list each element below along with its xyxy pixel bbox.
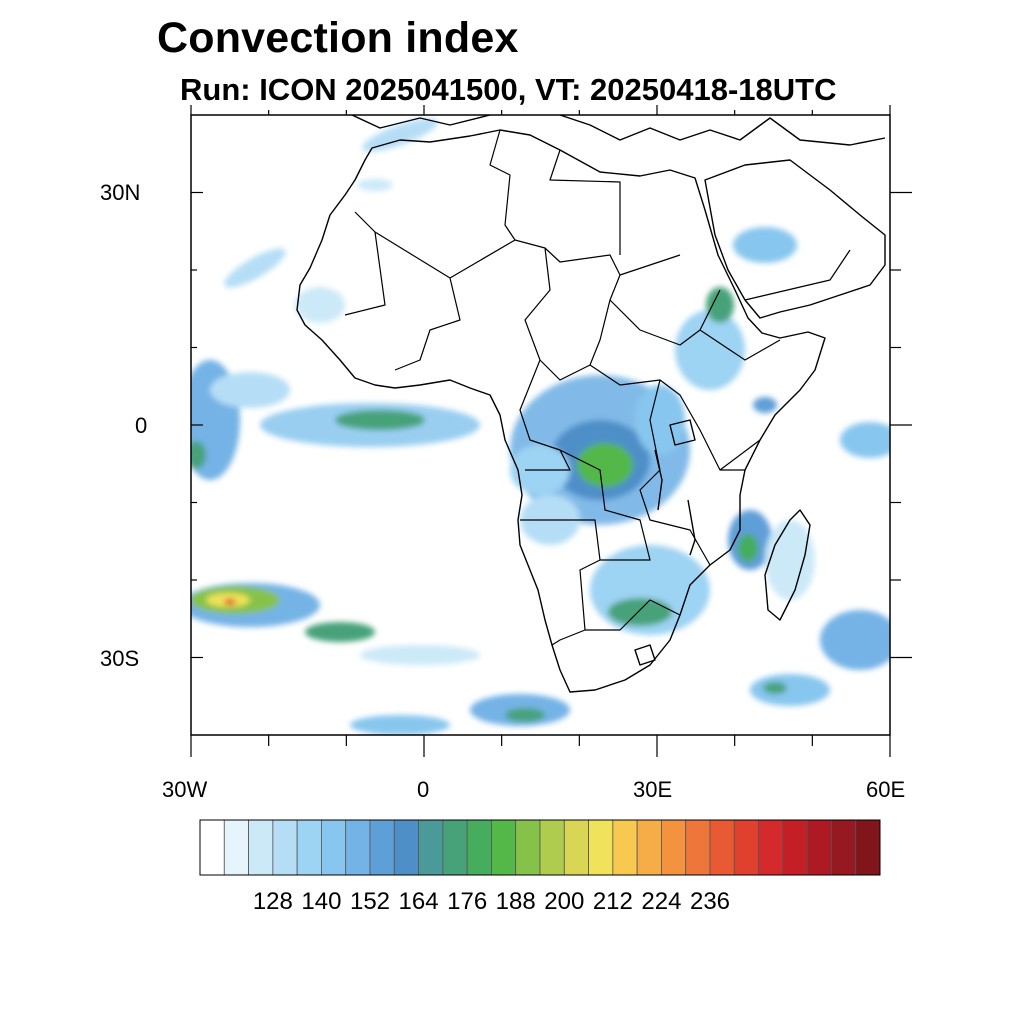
lake-malawi	[687, 499, 696, 556]
lat-label-30n: 30N	[100, 180, 141, 205]
colorbar-swatch	[345, 819, 371, 876]
colorbar	[199, 819, 881, 876]
colorbar-swatch	[442, 819, 468, 876]
colorbar-label: 164	[398, 888, 439, 915]
colorbar-swatch	[248, 819, 274, 876]
field-satl-east	[305, 622, 375, 642]
colorbar-swatch	[855, 819, 881, 876]
lake-tanganyika	[654, 449, 663, 511]
field-indian-south	[820, 610, 890, 670]
lon-label-60e: 60E	[866, 777, 906, 802]
colorbar-swatch	[758, 819, 784, 876]
field-west-core	[191, 441, 206, 469]
coastlines	[296, 115, 886, 693]
chart-subtitle: Run: ICON 2025041500, VT: 20250418-18UTC	[180, 72, 837, 107]
field-mozambique-core	[738, 534, 758, 562]
field-madagascar	[765, 520, 815, 600]
colorbar-swatch	[393, 819, 419, 876]
europe-coastline	[351, 115, 886, 146]
field-atlantic-core	[335, 410, 425, 430]
field-congo-core	[577, 443, 633, 487]
field-sahara-north	[357, 179, 393, 191]
colorbar-swatch	[321, 819, 347, 876]
colorbar-swatch	[491, 819, 517, 876]
field-west-light	[210, 372, 290, 408]
lake-victoria	[669, 419, 696, 446]
lon-label-30e: 30E	[633, 777, 673, 802]
field-south-bottom	[350, 715, 450, 735]
colorbar-swatch	[466, 819, 492, 876]
colorbar-swatch	[806, 819, 832, 876]
chart-title: Convection index	[157, 14, 519, 62]
map-frame	[190, 105, 912, 757]
colorbar-label: 128	[252, 888, 293, 915]
field-northwest	[224, 248, 286, 288]
colorbar-swatch	[685, 819, 711, 876]
country-borders	[344, 129, 851, 646]
arabia-coastline	[704, 159, 886, 319]
colorbar-label: 140	[301, 888, 342, 915]
colorbar-swatch	[563, 819, 589, 876]
field-satl-red	[224, 599, 236, 605]
colorbar-swatch	[223, 819, 249, 876]
field-indian-ocean	[840, 422, 890, 458]
lesotho	[634, 644, 656, 666]
colorbar-swatch	[661, 819, 687, 876]
colorbar-swatch	[272, 819, 298, 876]
colorbar-frame	[199, 819, 881, 876]
field-southeast	[750, 674, 830, 706]
field-arabia	[733, 227, 797, 263]
colorbar-swatch	[831, 819, 857, 876]
colorbar-label: 236	[689, 888, 731, 915]
africa-coastline	[296, 129, 826, 693]
colorbar-label: 152	[349, 888, 391, 915]
colorbar-swatch	[199, 819, 225, 876]
lon-label-0: 0	[417, 777, 430, 802]
colorbar-swatch	[515, 819, 541, 876]
convection-field	[191, 118, 890, 735]
field-south-core	[608, 598, 672, 626]
colorbar-swatch	[296, 819, 322, 876]
field-north	[362, 118, 438, 152]
colorbar-swatch	[709, 819, 735, 876]
field-ethiopia	[675, 310, 745, 390]
colorbar-label: 176	[447, 888, 488, 915]
colorbar-swatch	[588, 819, 614, 876]
field-satl-tail	[360, 645, 480, 665]
colorbar-swatch	[612, 819, 638, 876]
field-southeast-core	[763, 682, 787, 694]
colorbar-label: 188	[495, 888, 536, 915]
lat-label-30s: 30S	[100, 646, 140, 671]
colorbar-swatch	[733, 819, 759, 876]
field-south-streak-core	[505, 708, 545, 722]
colorbar-label: 200	[544, 888, 585, 915]
lat-label-0: 0	[135, 413, 148, 438]
colorbar-swatch	[636, 819, 662, 876]
colorbar-label: 212	[592, 888, 633, 915]
colorbar-label: 224	[641, 888, 682, 915]
field-ethiopia-core	[706, 287, 734, 323]
colorbar-swatch	[418, 819, 444, 876]
field-kenya-coast	[753, 397, 777, 413]
field-west-africa	[295, 287, 345, 323]
colorbar-swatch	[782, 819, 808, 876]
colorbar-swatch	[539, 819, 565, 876]
colorbar-swatch	[369, 819, 395, 876]
lon-label-30w: 30W	[162, 777, 208, 802]
madagascar-coastline	[764, 509, 811, 621]
